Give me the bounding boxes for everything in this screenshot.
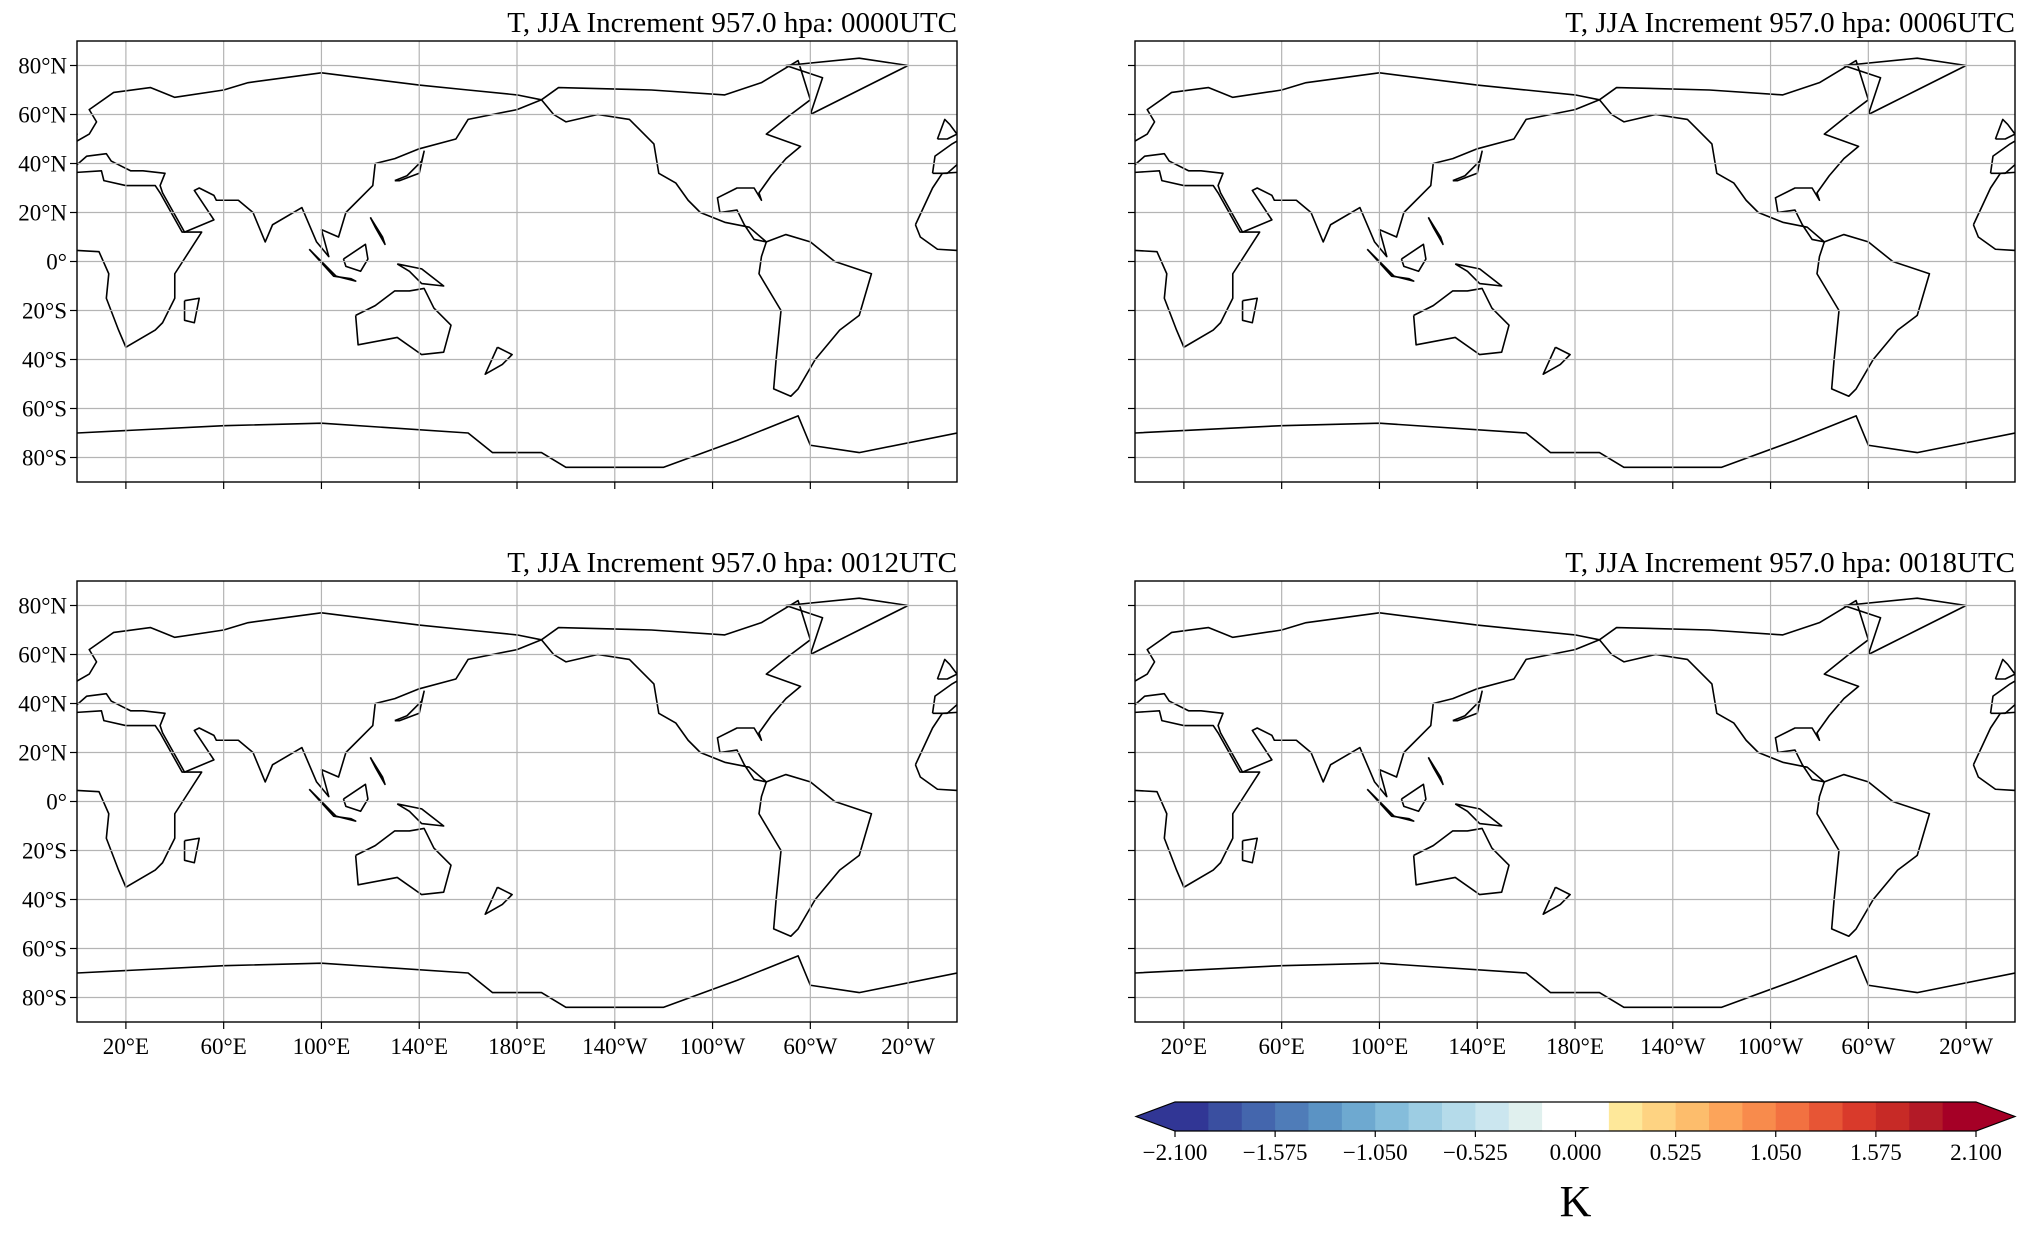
axes-frame	[76, 580, 958, 1023]
colorbar-tick-label: 1.050	[1750, 1140, 1802, 1165]
coastline	[1093, 598, 2025, 1007]
x-tick-label: 60°W	[783, 1034, 837, 1059]
colorbar-extend-high	[1976, 1102, 2015, 1131]
x-tick-label: 20°E	[1161, 1034, 1207, 1059]
x-tick-label: 140°W	[582, 1034, 648, 1059]
y-tick-label: 60°N	[18, 103, 67, 128]
x-tick-label: 60°W	[1841, 1034, 1895, 1059]
map	[1093, 58, 2025, 467]
colorbar-swatch	[1942, 1102, 1977, 1131]
panel-title: T, JJA Increment 957.0 hpa: 0000UTC	[507, 7, 957, 39]
y-tick-label: 40°N	[18, 692, 67, 717]
colorbar-tick-label: −2.100	[1143, 1140, 1208, 1165]
colorbar-tick-label: −1.575	[1243, 1140, 1308, 1165]
colorbar-swatch	[1709, 1102, 1743, 1131]
y-tick-label: 60°S	[22, 397, 67, 422]
x-tick-label: 100°W	[680, 1034, 746, 1059]
map	[1093, 598, 2025, 1007]
colorbar-swatch	[1909, 1102, 1944, 1131]
y-tick-label: 60°S	[22, 937, 67, 962]
colorbar-swatch	[1175, 1102, 1209, 1131]
x-tick-label: 140°E	[1448, 1034, 1506, 1059]
colorbar-swatch	[1208, 1102, 1243, 1131]
colorbar-swatch	[1809, 1102, 1843, 1131]
y-tick-label: 0°	[46, 790, 67, 815]
axes-frame	[1134, 40, 2016, 483]
y-tick-label: 80°N	[18, 594, 67, 619]
colorbar-extend-low	[1136, 1102, 1175, 1131]
y-tick-label: 20°N	[18, 741, 67, 766]
x-tick-label: 60°E	[201, 1034, 247, 1059]
map	[35, 598, 1421, 1007]
axes-frame	[76, 40, 958, 483]
colorbar-swatch	[1775, 1102, 1810, 1131]
y-tick-label: 20°S	[22, 839, 67, 864]
colorbar-swatch	[1475, 1102, 1510, 1131]
y-tick-label: 20°N	[18, 201, 67, 226]
y-tick-label: 80°N	[18, 54, 67, 79]
colorbar-swatch	[1308, 1102, 1343, 1131]
panel-title: T, JJA Increment 957.0 hpa: 0006UTC	[1565, 7, 2015, 39]
axes-frame	[1134, 580, 2016, 1023]
colorbar-swatch	[1675, 1102, 1710, 1131]
y-tick-label: 60°N	[18, 643, 67, 668]
colorbar-tick-label: 0.525	[1650, 1140, 1702, 1165]
y-tick-label: 40°S	[22, 888, 67, 913]
colorbar-tick-label: 1.575	[1850, 1140, 1902, 1165]
x-tick-label: 20°W	[1939, 1034, 1993, 1059]
colorbar-swatch	[1341, 1102, 1376, 1131]
y-tick-label: 80°S	[22, 446, 67, 471]
colorbar-tick-label: −1.050	[1343, 1140, 1408, 1165]
colorbar-swatch	[1375, 1102, 1410, 1131]
colorbar-swatch	[1241, 1102, 1276, 1131]
y-tick-label: 20°S	[22, 299, 67, 324]
x-tick-label: 20°E	[103, 1034, 149, 1059]
y-tick-label: 80°S	[22, 986, 67, 1011]
panel-title: T, JJA Increment 957.0 hpa: 0018UTC	[1565, 547, 2015, 579]
colorbar-swatch	[1508, 1102, 1543, 1131]
colorbar-swatch	[1608, 1102, 1643, 1131]
x-tick-label: 20°W	[881, 1034, 935, 1059]
x-tick-label: 100°E	[1351, 1034, 1409, 1059]
x-tick-label: 140°E	[390, 1034, 448, 1059]
colorbar-swatch	[1408, 1102, 1443, 1131]
colorbar-swatch	[1442, 1102, 1476, 1131]
y-tick-label: 40°N	[18, 152, 67, 177]
colorbar-swatch	[1742, 1102, 1777, 1131]
coastline	[35, 58, 1421, 467]
map	[35, 58, 1421, 467]
colorbar-swatch	[1842, 1102, 1877, 1131]
coastline	[35, 598, 1421, 1007]
colorbar-swatch	[1275, 1102, 1309, 1131]
colorbar-tick-label: −0.525	[1443, 1140, 1508, 1165]
y-tick-label: 40°S	[22, 348, 67, 373]
colorbar-tick-label: 2.100	[1950, 1140, 2002, 1165]
y-tick-label: 0°	[46, 250, 67, 275]
colorbar-swatch	[1875, 1102, 1910, 1131]
x-tick-label: 180°E	[1546, 1034, 1604, 1059]
coastline	[1093, 58, 2025, 467]
x-tick-label: 100°W	[1738, 1034, 1804, 1059]
x-tick-label: 100°E	[293, 1034, 351, 1059]
colorbar-swatch	[1542, 1102, 1576, 1131]
panel-title: T, JJA Increment 957.0 hpa: 0012UTC	[507, 547, 957, 579]
x-tick-label: 60°E	[1259, 1034, 1305, 1059]
colorbar-swatch	[1575, 1102, 1610, 1131]
colorbar-label: K	[1560, 1177, 1592, 1226]
x-tick-label: 140°W	[1640, 1034, 1706, 1059]
x-tick-label: 180°E	[488, 1034, 546, 1059]
colorbar-tick-label: 0.000	[1550, 1140, 1602, 1165]
colorbar-swatch	[1642, 1102, 1677, 1131]
